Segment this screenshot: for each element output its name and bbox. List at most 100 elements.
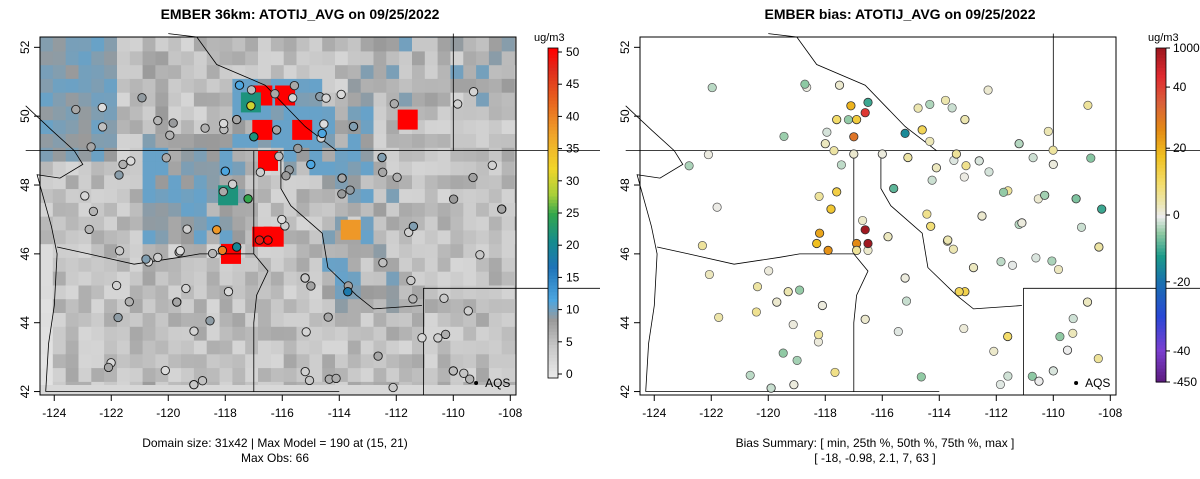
model-grid-cell bbox=[386, 339, 400, 355]
observation-marker bbox=[141, 254, 151, 264]
model-grid-cell bbox=[155, 78, 169, 93]
model-grid-cell bbox=[386, 147, 400, 162]
left-x-tick-label: -118 bbox=[214, 406, 237, 420]
model-grid-cell bbox=[245, 174, 259, 190]
bias-colorbar-slice bbox=[1156, 218, 1166, 223]
model-grid-cell bbox=[386, 216, 400, 231]
bias-marker bbox=[778, 348, 788, 358]
bias-marker bbox=[1007, 260, 1018, 270]
model-grid-cell bbox=[476, 50, 490, 66]
model-grid-cell bbox=[232, 284, 246, 300]
model-grid-cell bbox=[104, 133, 118, 148]
model-grid-cell bbox=[129, 133, 144, 148]
model-grid-cell bbox=[373, 243, 387, 258]
right-boundary-line bbox=[853, 150, 869, 392]
model-colorbar-slice bbox=[548, 292, 558, 297]
model-grid-cell bbox=[373, 216, 387, 231]
bias-colorbar-slice bbox=[1156, 171, 1166, 176]
observation-marker bbox=[207, 248, 218, 259]
model-grid-cell bbox=[181, 312, 195, 327]
model-grid-cell bbox=[168, 64, 182, 79]
observation-marker bbox=[232, 242, 242, 252]
model-grid-cell bbox=[206, 353, 221, 369]
model-grid-cell bbox=[399, 37, 413, 38]
observation-marker bbox=[274, 151, 284, 161]
model-grid-cell bbox=[117, 105, 131, 121]
right-boundary-line bbox=[768, 33, 937, 151]
observation-marker bbox=[300, 366, 310, 377]
model-grid-cell bbox=[219, 37, 233, 38]
model-grid-cell bbox=[399, 353, 413, 369]
model-grid-cell bbox=[476, 229, 490, 245]
bias-marker bbox=[947, 103, 957, 113]
model-grid-cell bbox=[399, 64, 413, 79]
model-grid-cell bbox=[193, 229, 208, 245]
bias-colorbar-tick-label: -40 bbox=[1173, 344, 1191, 358]
bias-colorbar-slice bbox=[1156, 371, 1166, 376]
model-grid-cell bbox=[129, 367, 144, 382]
model-grid-cell bbox=[142, 64, 156, 79]
model-grid-cell bbox=[232, 147, 246, 162]
observation-marker bbox=[80, 191, 90, 201]
bias-marker bbox=[783, 287, 793, 297]
model-colorbar-slice bbox=[548, 222, 558, 227]
model-grid-cell bbox=[78, 326, 92, 341]
bias-colorbar-slice bbox=[1156, 221, 1166, 226]
model-grid-cell bbox=[40, 147, 54, 162]
model-grid-cell bbox=[476, 78, 490, 93]
bias-colorbar-slice bbox=[1156, 168, 1166, 173]
model-grid-cell bbox=[91, 174, 105, 190]
model-grid-cell bbox=[514, 339, 516, 355]
model-grid-cell bbox=[335, 160, 349, 176]
bias-colorbar-slice bbox=[1156, 131, 1166, 136]
model-grid-cell bbox=[40, 119, 54, 134]
bias-colorbar-slice bbox=[1156, 251, 1166, 256]
left-boundary-line bbox=[280, 150, 422, 310]
bias-marker bbox=[751, 307, 761, 317]
model-grid-cell bbox=[129, 188, 144, 203]
bias-colorbar-slice bbox=[1156, 58, 1166, 62]
model-grid-cell bbox=[245, 353, 259, 369]
model-colorbar-tick-label: 0 bbox=[566, 367, 573, 381]
model-grid-cell bbox=[501, 229, 516, 245]
bias-colorbar-slice bbox=[1156, 188, 1166, 193]
bias-colorbar-slice bbox=[1156, 345, 1166, 350]
model-grid-cell bbox=[476, 216, 490, 231]
model-grid-cell bbox=[52, 229, 67, 245]
model-grid-cell bbox=[514, 188, 516, 203]
model-grid-cell bbox=[309, 147, 323, 162]
bias-colorbar-slice bbox=[1156, 241, 1166, 246]
model-grid-cell bbox=[309, 339, 323, 355]
model-grid-cell bbox=[181, 78, 195, 93]
model-grid-cell bbox=[270, 243, 285, 258]
bias-marker bbox=[1071, 194, 1081, 204]
model-grid-cell bbox=[463, 202, 477, 217]
model-grid-cell bbox=[206, 271, 221, 286]
model-colorbar-tick-label: 15 bbox=[566, 270, 580, 284]
model-grid-cell bbox=[91, 92, 105, 107]
model-grid-cell bbox=[476, 105, 490, 121]
model-grid-cell bbox=[437, 312, 451, 327]
model-grid-cell bbox=[232, 353, 246, 369]
model-grid-cell bbox=[117, 50, 131, 66]
model-grid-cell bbox=[181, 50, 195, 66]
bias-map-title: EMBER bias: ATOTIJ_AVG on 09/25/2022 bbox=[764, 6, 1036, 22]
observation-marker bbox=[433, 333, 443, 343]
observation-marker bbox=[392, 172, 402, 182]
model-grid-cell bbox=[245, 160, 259, 176]
model-grid-cell bbox=[450, 353, 464, 369]
model-grid-cell bbox=[488, 367, 503, 382]
model-grid-cell bbox=[412, 257, 426, 272]
bias-colorbar-slice bbox=[1156, 151, 1166, 156]
left-x-tick-label: -114 bbox=[328, 406, 351, 420]
model-grid-cell bbox=[181, 367, 195, 382]
model-grid-cell bbox=[168, 50, 182, 66]
model-grid-cell bbox=[104, 326, 118, 341]
model-grid-cell bbox=[245, 367, 259, 382]
bias-colorbar-slice bbox=[1156, 194, 1166, 199]
model-grid-cell bbox=[142, 188, 156, 203]
right-boundaries bbox=[625, 33, 1200, 395]
bias-marker bbox=[900, 128, 910, 138]
model-grid-cell bbox=[514, 105, 516, 121]
model-colorbar-slice bbox=[548, 180, 558, 184]
